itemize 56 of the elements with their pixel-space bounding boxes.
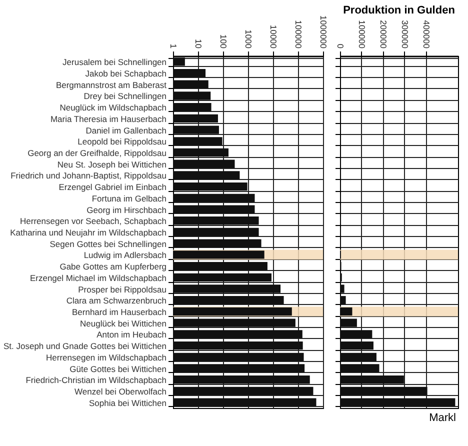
- y-tick-label: Leopold bei Rippoldsau: [78, 136, 167, 147]
- y-tick-label: Katharina und Neujahr im Wildschapbach: [10, 228, 167, 238]
- y-tick-label: Fortuna im Gelbach: [92, 193, 167, 204]
- bar: [340, 398, 456, 406]
- y-tick-label: St. Joseph und Gnade Gottes bei Wittichen: [3, 341, 167, 352]
- bar: [340, 330, 372, 338]
- x-tick-label: 100: [218, 34, 228, 49]
- y-tick-label: Maria Theresia im Hauserbach: [50, 114, 167, 124]
- y-tick-label: Neuglück im Wildschapbach: [60, 102, 167, 113]
- y-tick-label: Gabe Gottes am Kupferberg: [60, 262, 167, 272]
- y-tick-label: Segen Gottes bei Schnellingen: [50, 238, 167, 249]
- y-tick-label: Neuglück bei Wittichen: [80, 318, 167, 328]
- bar: [340, 296, 346, 304]
- y-tick-label: Friedrich und Johann-Baptist, Rippoldsau: [10, 170, 167, 181]
- x-tick-label: 1000000: [318, 15, 328, 49]
- y-tick-label: Anton im Heubach: [96, 330, 167, 340]
- bar: [340, 376, 404, 384]
- y-tick-label: Wenzel bei Oberwolfach: [74, 386, 167, 396]
- chart-title: Produktion in Gulden: [343, 4, 456, 17]
- y-tick-label: Herrensegen vor Seebach, Schapbach: [20, 216, 167, 226]
- y-tick-label: Güte Gottes bei Wittichen: [70, 364, 167, 374]
- y-tick-label: Jakob bei Schapbach: [85, 68, 167, 79]
- x-tick-label: 1: [168, 44, 178, 49]
- bar: [340, 352, 376, 361]
- y-tick-label: Bergmannstrost am Baberast: [56, 80, 168, 90]
- y-tick-label: Bernhard im Hauserbach: [72, 306, 167, 317]
- y-tick-label: Jerusalem bei Schnellingen: [62, 57, 167, 68]
- x-tick-label: 10000: [268, 24, 278, 49]
- bar: [340, 386, 428, 396]
- x-tick-label: 300000: [400, 20, 410, 49]
- y-tick-label: Neu St. Joseph bei Wittichen: [57, 159, 167, 170]
- y-tick-label: Ludwig im Adlersbach: [84, 250, 167, 260]
- y-tick-label: Georg an der Greifhalde, Rippoldsau: [28, 148, 167, 158]
- x-tick-label: 400000: [421, 20, 432, 49]
- x-tick-label: 1000: [244, 30, 254, 49]
- y-tick-label: Erzengel Michael im Wildschapbach: [30, 272, 167, 283]
- y-tick-label: Prosper bei Rippoldsau: [78, 284, 167, 294]
- x-tick-label: 10: [194, 39, 204, 49]
- y-tick-label: Drey bei Schnellingen: [84, 91, 167, 102]
- bar: [340, 318, 357, 327]
- bar: [340, 364, 380, 372]
- bar: [340, 284, 344, 293]
- x-tick-label: 200000: [378, 20, 388, 49]
- x-tick-label: 100000: [356, 20, 367, 49]
- x-tick-label: 100000: [294, 20, 304, 49]
- y-tick-label: Clara am Schwarzenbruch: [66, 296, 167, 306]
- y-tick-label: Friedrich-Christian im Wildschapbach: [26, 375, 167, 386]
- y-tick-label: Herrensegen im Wildschapbach: [46, 352, 167, 362]
- y-tick-label: Erzengel Gabriel im Einbach: [58, 182, 167, 192]
- bar: [340, 341, 374, 350]
- text: Markl: [429, 412, 456, 424]
- bar: [340, 307, 352, 316]
- y-tick-label: Georg im Hirschbach: [86, 204, 167, 215]
- y-tick-label: Daniel im Gallenbach: [86, 125, 167, 136]
- x-tick-label: 0: [336, 44, 346, 49]
- y-tick-label: Sophia bei Wittichen: [89, 398, 167, 408]
